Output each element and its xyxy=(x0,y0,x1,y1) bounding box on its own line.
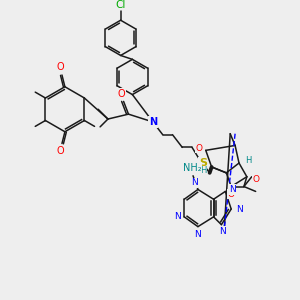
Text: O: O xyxy=(56,146,64,156)
Text: O: O xyxy=(56,62,64,72)
Text: S: S xyxy=(199,158,207,168)
Text: O: O xyxy=(195,144,203,153)
Text: H: H xyxy=(246,156,252,165)
Text: NH₂: NH₂ xyxy=(183,163,201,173)
Text: N: N xyxy=(236,205,242,214)
Text: N: N xyxy=(174,212,181,221)
Text: H: H xyxy=(201,167,207,176)
Text: O: O xyxy=(118,88,125,99)
Text: N: N xyxy=(229,185,236,194)
Text: N: N xyxy=(219,227,226,236)
Text: Cl: Cl xyxy=(116,0,126,10)
Text: N: N xyxy=(149,117,157,127)
Text: O: O xyxy=(228,190,235,199)
Text: N: N xyxy=(195,230,201,239)
Text: N: N xyxy=(190,178,197,187)
Text: O: O xyxy=(252,175,259,184)
